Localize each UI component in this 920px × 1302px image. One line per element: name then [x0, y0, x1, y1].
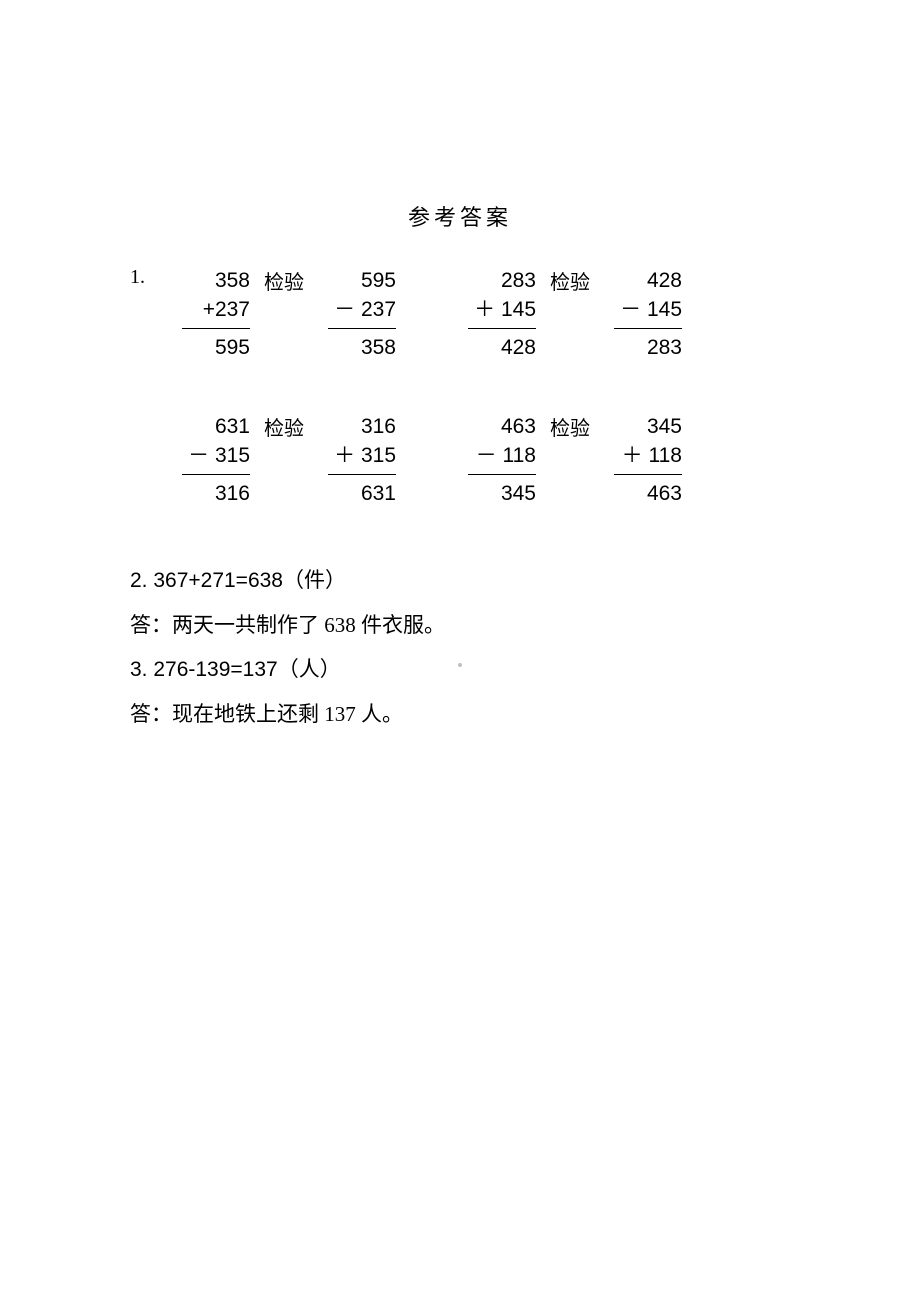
check-label: 检验 [256, 412, 312, 441]
calc-rule [328, 328, 396, 329]
check-label: 检验 [542, 266, 598, 295]
check-label: 检验 [256, 266, 312, 295]
calc-mid: ＋ 145 [474, 295, 536, 324]
calc-rule [614, 474, 682, 475]
calc-top: 283 [501, 266, 536, 295]
calc-top: 345 [647, 412, 682, 441]
calc-top: 316 [361, 412, 396, 441]
calc-2d: 345 ＋ 118 463 [602, 412, 682, 508]
calc-top: 595 [361, 266, 396, 295]
calc-bot: 316 [215, 479, 250, 508]
q1-row-1: 1. 358 +237 595 检验 595 － 237 358 283 ＋ 1… [130, 266, 790, 362]
calc-bot: 631 [361, 479, 396, 508]
calc-mid: － 237 [334, 295, 396, 324]
q3-answer: 答：现在地铁上还剩 137 人。 [130, 692, 790, 736]
watermark-dot [458, 663, 462, 667]
q3-expr-text: 3. 276-139=137（人） [130, 658, 341, 681]
calc-bot: 463 [647, 479, 682, 508]
calc-top: 463 [501, 412, 536, 441]
check-label: 检验 [542, 412, 598, 441]
calc-mid: +237 [203, 295, 250, 324]
calc-1d: 428 － 145 283 [602, 266, 682, 362]
calc-top: 428 [647, 266, 682, 295]
question-1: 1. 358 +237 595 检验 595 － 237 358 283 ＋ 1… [130, 266, 790, 508]
calc-mid: － 145 [620, 295, 682, 324]
calc-rule [468, 328, 536, 329]
calc-mid: ＋ 118 [622, 441, 682, 470]
calc-1b: 595 － 237 358 [316, 266, 396, 362]
calc-mid: － 118 [476, 441, 536, 470]
q3-expression: 3. 276-139=137（人） [130, 647, 790, 692]
calc-rule [468, 474, 536, 475]
calc-2a: 631 － 315 316 [170, 412, 250, 508]
calc-rule [328, 474, 396, 475]
calc-rule [614, 328, 682, 329]
calc-bot: 283 [647, 333, 682, 362]
page: 参考答案 1. 358 +237 595 检验 595 － 237 358 28… [0, 0, 920, 736]
page-title: 参考答案 [130, 200, 790, 232]
calc-rule [182, 328, 250, 329]
calc-mid: ＋ 315 [334, 441, 396, 470]
calc-bot: 428 [501, 333, 536, 362]
q1-row-2: 631 － 315 316 检验 316 ＋ 315 631 463 － 118… [130, 412, 790, 508]
calc-mid: － 315 [188, 441, 250, 470]
calc-bot: 345 [501, 479, 536, 508]
calc-top: 631 [215, 412, 250, 441]
q2-expr-text: 2. 367+271=638（件） [130, 569, 346, 592]
calc-rule [182, 474, 250, 475]
calc-1c: 283 ＋ 145 428 [456, 266, 536, 362]
calc-top: 358 [215, 266, 250, 295]
q2-answer: 答：两天一共制作了 638 件衣服。 [130, 603, 790, 647]
q1-number: 1. [130, 266, 170, 289]
calc-bot: 358 [361, 333, 396, 362]
calc-2c: 463 － 118 345 [456, 412, 536, 508]
calc-bot: 595 [215, 333, 250, 362]
calc-1a: 358 +237 595 [170, 266, 250, 362]
calc-2b: 316 ＋ 315 631 [316, 412, 396, 508]
q2-expression: 2. 367+271=638（件） [130, 558, 790, 603]
